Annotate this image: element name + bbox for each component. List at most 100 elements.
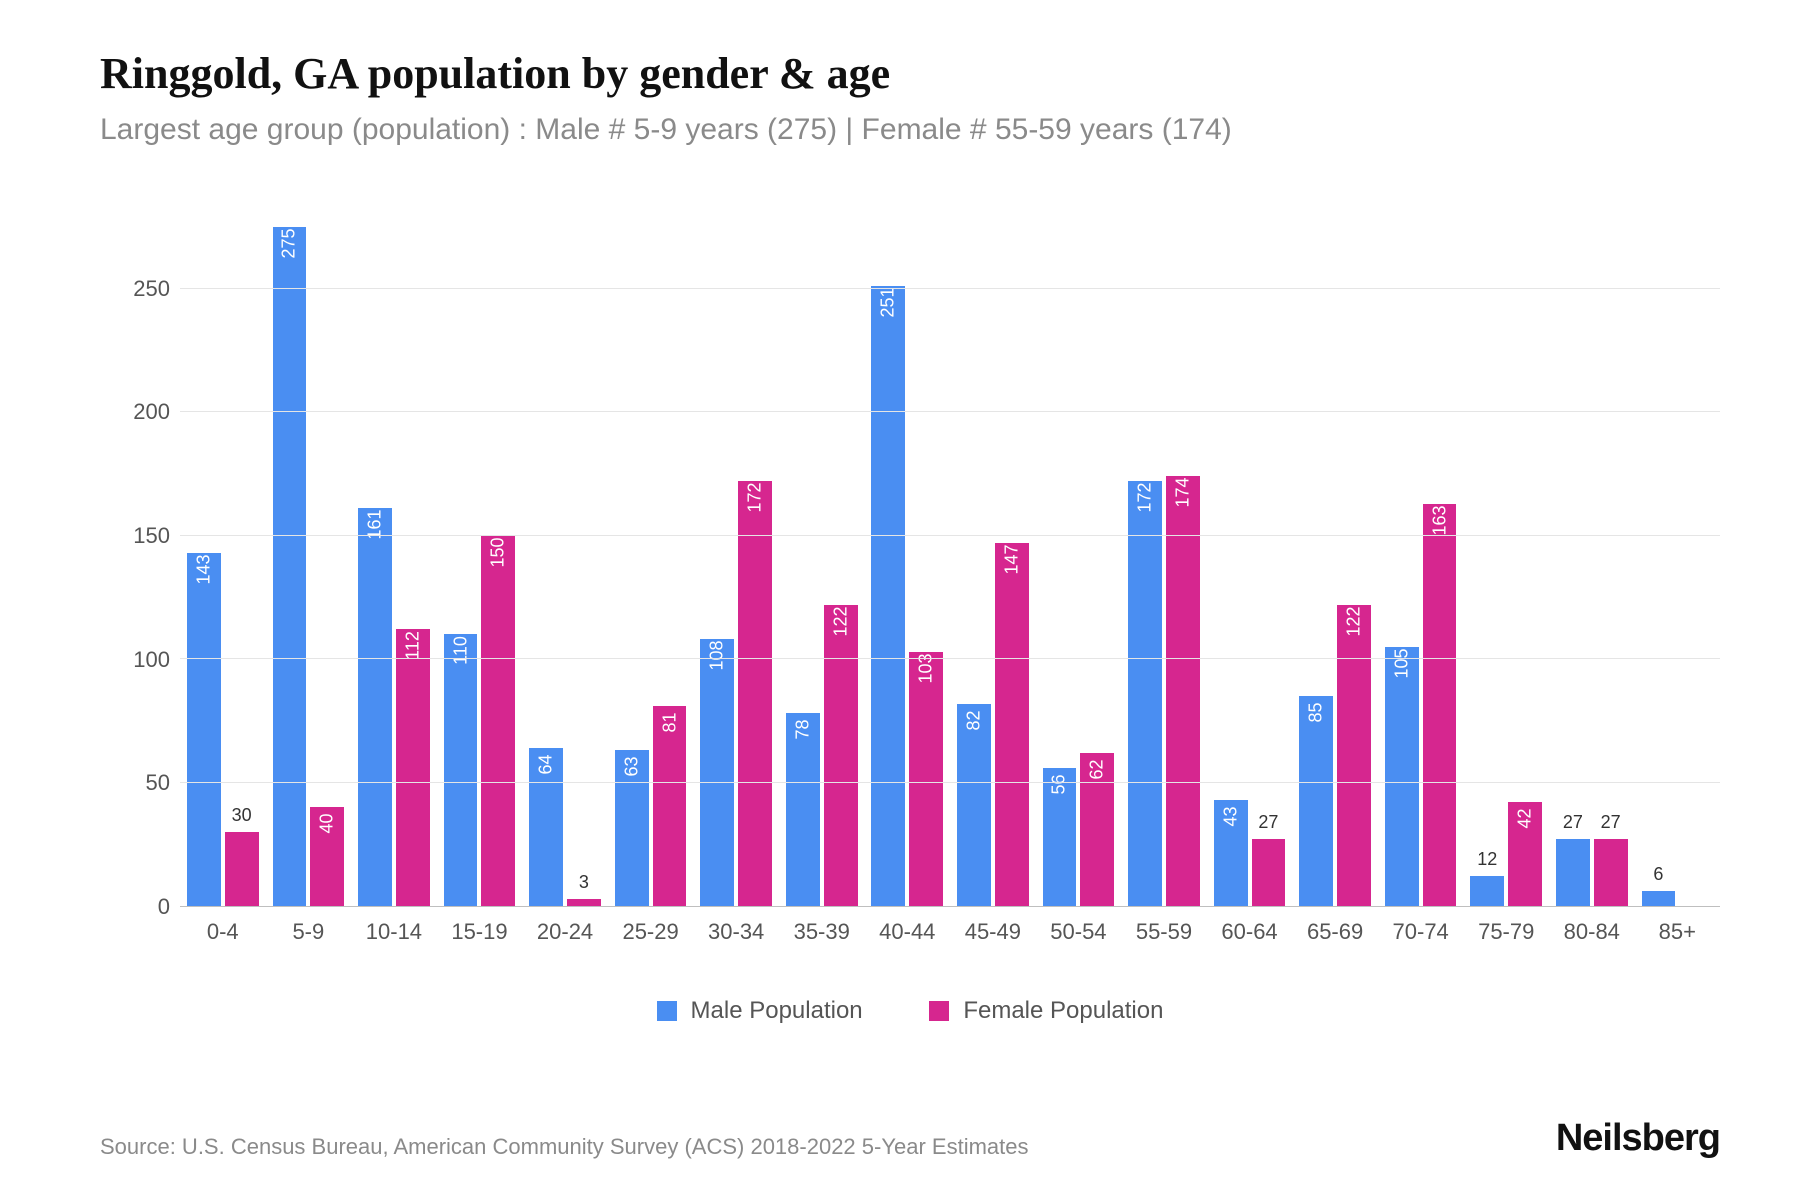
bar-value-label: 27 (1601, 812, 1621, 833)
gridline (180, 658, 1720, 659)
x-tick-label: 15-19 (437, 907, 523, 967)
bar-group: 108 172 (693, 227, 779, 906)
bar-male: 43 (1214, 800, 1248, 906)
bar-female: 27 (1594, 839, 1628, 906)
legend-swatch-female (929, 1001, 949, 1021)
bar-group: 43 27 (1207, 227, 1293, 906)
legend-item-female: Female Population (929, 997, 1163, 1025)
gridline (180, 782, 1720, 783)
x-tick-label: 55-59 (1121, 907, 1207, 967)
bar-value-label: 6 (1653, 864, 1663, 885)
bar-value-label: 62 (1087, 759, 1108, 779)
bar-value-label: 147 (1001, 545, 1022, 575)
chart-area: 050100150200250 143302754016111211015064… (100, 227, 1720, 967)
gridline (180, 535, 1720, 536)
bar-value-label: 3 (579, 872, 589, 893)
bar-group: 275 40 (266, 227, 352, 906)
x-tick-label: 65-69 (1292, 907, 1378, 967)
bar-male: 64 (529, 748, 563, 906)
bar-value-label: 150 (488, 537, 509, 567)
bar-male: 275 (273, 227, 307, 906)
bar-value-label: 42 (1515, 809, 1536, 829)
y-tick-label: 150 (133, 523, 170, 549)
plot-area: 1433027540161112110150643638110817278122… (180, 227, 1720, 907)
bar-female: 42 (1508, 802, 1542, 906)
bar-group: 161112 (351, 227, 437, 906)
x-tick-label: 20-24 (522, 907, 608, 967)
bar-male: 63 (615, 750, 649, 906)
bar-female: 62 (1080, 753, 1114, 906)
bar-value-label: 108 (707, 641, 728, 671)
legend-swatch-male (657, 1001, 677, 1021)
bar-value-label: 27 (1563, 812, 1583, 833)
bar-value-label: 43 (1220, 806, 1241, 826)
x-tick-label: 25-29 (608, 907, 694, 967)
bar-male: 12 (1470, 876, 1504, 906)
x-tick-label: 70-74 (1378, 907, 1464, 967)
brand-logo: Neilsberg (1556, 1117, 1720, 1160)
x-tick-label: 80-84 (1549, 907, 1635, 967)
bar-value-label: 12 (1477, 849, 1497, 870)
bar-value-label: 81 (659, 713, 680, 733)
bar-male: 85 (1299, 696, 1333, 906)
x-tick-label: 75-79 (1463, 907, 1549, 967)
x-tick-label: 10-14 (351, 907, 437, 967)
bar-value-label: 110 (450, 637, 471, 666)
bar-male: 6 (1642, 891, 1676, 906)
x-tick-label: 35-39 (779, 907, 865, 967)
bar-value-label: 174 (1172, 478, 1193, 508)
bar-group: 78 122 (779, 227, 865, 906)
x-tick-label: 60-64 (1207, 907, 1293, 967)
bar-value-label: 275 (279, 228, 300, 258)
legend-label-female: Female Population (963, 997, 1163, 1025)
y-tick-label: 200 (133, 399, 170, 425)
bar-male: 27 (1556, 839, 1590, 906)
x-tick-label: 5-9 (266, 907, 352, 967)
bar-group: 64 3 (522, 227, 608, 906)
bar-male: 82 (957, 704, 991, 906)
bar-female: 40 (310, 807, 344, 906)
bar-value-label: 30 (232, 805, 252, 826)
gridline (180, 411, 1720, 412)
bar-value-label: 172 (1135, 483, 1156, 513)
bar-female: 147 (995, 543, 1029, 906)
bar-female: 30 (225, 832, 259, 906)
bar-groups: 1433027540161112110150643638110817278122… (180, 227, 1720, 906)
legend-item-male: Male Population (657, 997, 863, 1025)
source-text: Source: U.S. Census Bureau, American Com… (100, 1134, 1029, 1160)
bar-male: 161 (358, 508, 392, 906)
bar-male: 172 (1128, 481, 1162, 906)
bar-value-label: 40 (317, 814, 338, 834)
bar-male: 108 (700, 639, 734, 906)
y-axis: 050100150200250 (100, 227, 180, 907)
bar-female: 122 (824, 605, 858, 906)
bar-female: 150 (481, 536, 515, 906)
bar-group: 251103 (865, 227, 951, 906)
bar-group: 56 62 (1036, 227, 1122, 906)
bar-group: 172 174 (1121, 227, 1207, 906)
bar-value-label: 143 (193, 554, 214, 584)
bar-female: 3 (567, 899, 601, 906)
x-axis-labels: 0-45-910-1415-1920-2425-2930-3435-3940-4… (180, 907, 1720, 967)
x-tick-label: 45-49 (950, 907, 1036, 967)
bar-male: 56 (1043, 768, 1077, 906)
bar-group: 2727 (1549, 227, 1635, 906)
bar-value-label: 122 (830, 606, 851, 636)
bar-male: 251 (871, 286, 905, 906)
bar-group: 12 42 (1463, 227, 1549, 906)
bar-value-label: 63 (621, 757, 642, 777)
y-tick-label: 0 (158, 894, 170, 920)
bar-value-label: 56 (1049, 774, 1070, 794)
x-tick-label: 0-4 (180, 907, 266, 967)
bar-female: 81 (653, 706, 687, 906)
bar-female: 27 (1252, 839, 1286, 906)
y-tick-label: 250 (133, 276, 170, 302)
bar-female: 172 (738, 481, 772, 906)
bar-group: 63 81 (608, 227, 694, 906)
chart-title: Ringgold, GA population by gender & age (100, 48, 1720, 99)
bar-value-label: 64 (536, 754, 557, 774)
bar-female: 163 (1423, 504, 1457, 906)
bar-value-label: 122 (1344, 606, 1365, 636)
bar-female: 174 (1166, 476, 1200, 906)
bar-male: 78 (786, 713, 820, 906)
